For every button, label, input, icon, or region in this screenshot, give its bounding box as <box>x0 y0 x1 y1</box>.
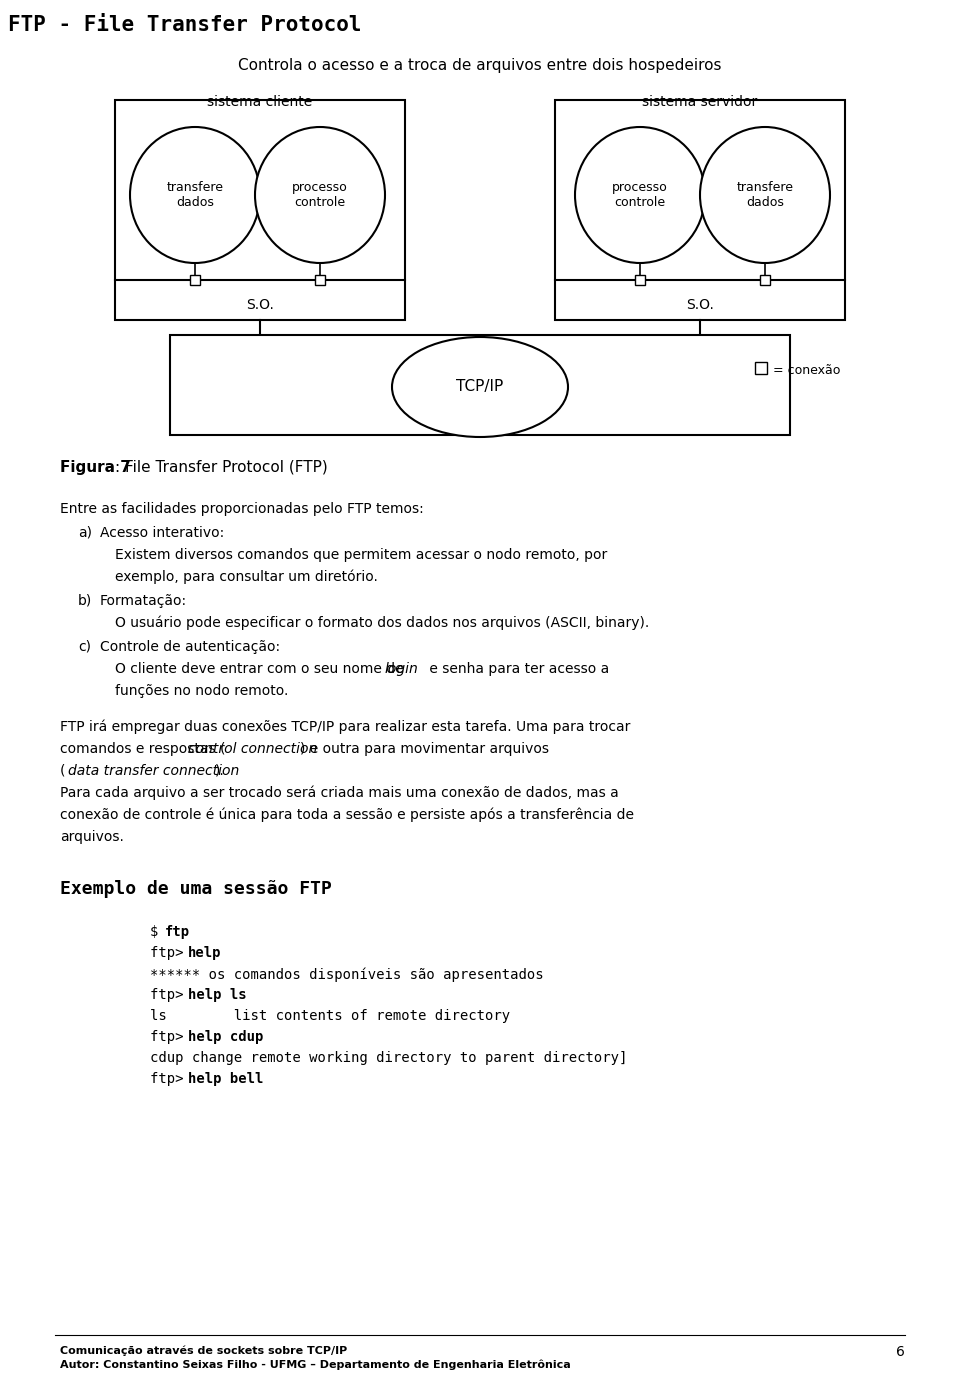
Text: help bell: help bell <box>188 1072 263 1086</box>
Text: Controla o acesso e a troca de arquivos entre dois hospedeiros: Controla o acesso e a troca de arquivos … <box>238 58 722 73</box>
Ellipse shape <box>575 126 705 264</box>
Ellipse shape <box>255 126 385 264</box>
Text: sistema servidor: sistema servidor <box>642 95 757 108</box>
Text: ftp>: ftp> <box>150 1030 192 1043</box>
Text: O usuário pode especificar o formato dos dados nos arquivos (ASCII, binary).: O usuário pode especificar o formato dos… <box>115 616 649 630</box>
Bar <box>555 100 845 320</box>
Text: data transfer connection: data transfer connection <box>68 763 239 778</box>
Text: Para cada arquivo a ser trocado será criada mais uma conexão de dados, mas a: Para cada arquivo a ser trocado será cri… <box>60 785 619 800</box>
Text: funções no nodo remoto.: funções no nodo remoto. <box>115 684 288 697</box>
Bar <box>755 362 767 373</box>
Text: S.O.: S.O. <box>246 298 274 312</box>
Text: arquivos.: arquivos. <box>60 831 124 844</box>
Ellipse shape <box>700 126 830 264</box>
Text: Autor: Constantino Seixas Filho - UFMG – Departamento de Engenharia Eletrônica: Autor: Constantino Seixas Filho - UFMG –… <box>60 1359 571 1369</box>
Text: ftp>: ftp> <box>150 989 192 1002</box>
Text: Controle de autenticação:: Controle de autenticação: <box>100 640 280 654</box>
Bar <box>190 275 200 286</box>
Text: help: help <box>188 946 222 960</box>
Text: : File Transfer Protocol (FTP): : File Transfer Protocol (FTP) <box>115 460 327 475</box>
Text: processo
controle: processo controle <box>292 181 348 209</box>
Text: TCP/IP: TCP/IP <box>456 379 504 394</box>
Text: help ls: help ls <box>188 989 247 1002</box>
Text: Acesso interativo:: Acesso interativo: <box>100 526 225 540</box>
Text: = conexão: = conexão <box>773 364 840 376</box>
Text: ****** os comandos disponíveis são apresentados: ****** os comandos disponíveis são apres… <box>150 967 543 982</box>
Text: Formatação:: Formatação: <box>100 595 187 608</box>
Text: control connection: control connection <box>188 741 317 757</box>
Bar <box>760 275 770 286</box>
Text: c): c) <box>78 640 91 654</box>
Text: processo
controle: processo controle <box>612 181 668 209</box>
Text: Figura 7: Figura 7 <box>60 460 131 475</box>
Text: O cliente deve entrar com o seu nome de: O cliente deve entrar com o seu nome de <box>115 662 408 676</box>
Text: login: login <box>385 662 419 676</box>
Text: Comunicação através de sockets sobre TCP/IP: Comunicação através de sockets sobre TCP… <box>60 1346 348 1355</box>
Text: ).: ). <box>215 763 225 778</box>
Text: Exemplo de uma sessão FTP: Exemplo de uma sessão FTP <box>60 880 332 898</box>
Text: conexão de controle é única para toda a sessão e persiste após a transferência d: conexão de controle é única para toda a … <box>60 807 634 822</box>
Text: ) e outra para movimentar arquivos: ) e outra para movimentar arquivos <box>300 741 549 757</box>
Text: FTP irá empregar duas conexões TCP/IP para realizar esta tarefa. Uma para trocar: FTP irá empregar duas conexões TCP/IP pa… <box>60 719 631 735</box>
Text: transfere
dados: transfere dados <box>166 181 224 209</box>
Bar <box>170 335 790 435</box>
Text: comandos e respostas (: comandos e respostas ( <box>60 741 226 757</box>
Ellipse shape <box>130 126 260 264</box>
Text: Entre as facilidades proporcionadas pelo FTP temos:: Entre as facilidades proporcionadas pelo… <box>60 503 423 516</box>
Text: exemplo, para consultar um diretório.: exemplo, para consultar um diretório. <box>115 570 378 585</box>
Text: FTP - File Transfer Protocol: FTP - File Transfer Protocol <box>8 15 362 34</box>
Text: 6: 6 <box>896 1346 905 1359</box>
Text: ftp: ftp <box>165 925 190 939</box>
Text: sistema cliente: sistema cliente <box>207 95 313 108</box>
Text: ls        list contents of remote directory: ls list contents of remote directory <box>150 1009 510 1023</box>
Text: help cdup: help cdup <box>188 1030 263 1043</box>
Bar <box>635 275 645 286</box>
Bar <box>315 275 325 286</box>
Text: (: ( <box>60 763 65 778</box>
Bar <box>115 100 405 320</box>
Text: $: $ <box>150 925 167 939</box>
Text: e senha para ter acesso a: e senha para ter acesso a <box>425 662 610 676</box>
Text: Existem diversos comandos que permitem acessar o nodo remoto, por: Existem diversos comandos que permitem a… <box>115 548 608 562</box>
Ellipse shape <box>392 336 568 437</box>
Text: ftp>: ftp> <box>150 946 192 960</box>
Text: b): b) <box>78 595 92 608</box>
Text: transfere
dados: transfere dados <box>736 181 794 209</box>
Text: cdup change remote working directory to parent directory]: cdup change remote working directory to … <box>150 1050 628 1065</box>
Text: ftp>: ftp> <box>150 1072 192 1086</box>
Text: a): a) <box>78 526 92 540</box>
Text: S.O.: S.O. <box>686 298 714 312</box>
